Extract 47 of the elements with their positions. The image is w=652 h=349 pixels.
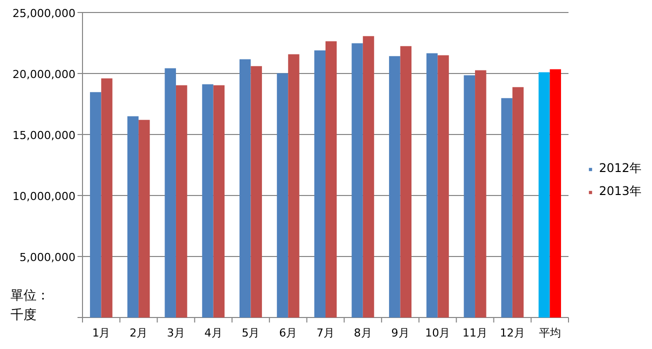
text: 單位：千度 — [10, 288, 50, 323]
bar — [512, 87, 524, 318]
bar — [202, 84, 214, 318]
x-tick-label: 6月 — [279, 326, 298, 340]
x-tick-label: 4月 — [204, 326, 222, 340]
x-tick-label: 10月 — [425, 326, 450, 340]
x-tick-label: 1月 — [92, 326, 110, 340]
bar — [501, 98, 512, 318]
bar — [288, 54, 300, 318]
bar — [314, 50, 326, 318]
bar — [426, 53, 438, 318]
bar — [400, 46, 412, 318]
bar — [276, 73, 288, 318]
y-tick-label: 10,000,000 — [12, 190, 76, 203]
bar — [240, 59, 251, 318]
x-tick-label: 5月 — [242, 326, 260, 340]
legend-label: 2012年 — [599, 160, 642, 177]
bar — [352, 43, 363, 318]
bar — [101, 78, 112, 318]
bar — [438, 55, 449, 318]
bar — [213, 85, 225, 318]
x-tick-label: 12月 — [500, 326, 525, 340]
x-tick-label: 平均 — [538, 326, 561, 340]
bar — [176, 85, 188, 318]
x-tick-label: 7月 — [316, 326, 334, 340]
y-tick-label: 5,000,000 — [20, 251, 76, 264]
x-tick-label: 9月 — [391, 326, 410, 340]
bar — [250, 66, 262, 318]
legend-label: 2013年 — [599, 183, 642, 200]
bar — [464, 75, 476, 318]
bar — [475, 70, 486, 318]
y-tick-label: 15,000,000 — [12, 129, 76, 142]
y-tick-label: 20,000,000 — [12, 68, 76, 81]
x-tick-label: 3月 — [166, 326, 185, 340]
bar — [90, 92, 102, 318]
bar — [164, 68, 176, 318]
bar — [389, 56, 400, 318]
x-tick-label: 2月 — [130, 326, 148, 340]
bar — [326, 41, 337, 318]
y-tick-label: 25,000,000 — [12, 7, 76, 20]
bar — [127, 116, 139, 318]
x-tick-label: 8月 — [354, 326, 372, 340]
bar — [550, 69, 562, 318]
bar — [538, 72, 550, 318]
bar — [138, 120, 150, 318]
x-tick-label: 11月 — [462, 326, 488, 340]
bar — [362, 36, 374, 318]
